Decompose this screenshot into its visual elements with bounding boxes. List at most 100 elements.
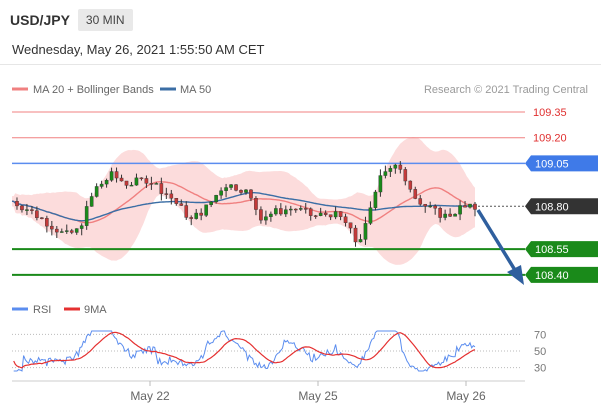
candle bbox=[323, 210, 328, 217]
candle bbox=[149, 176, 154, 190]
moving-average-layer bbox=[11, 180, 476, 224]
candle-body bbox=[30, 209, 34, 211]
candle bbox=[114, 167, 119, 183]
rsi-ma-legend-label: 9MA bbox=[84, 304, 107, 316]
resistance-2-label: 109.35 bbox=[533, 107, 567, 119]
candle-body bbox=[423, 203, 428, 207]
candle-body bbox=[45, 218, 49, 227]
candle-body bbox=[274, 208, 278, 215]
candle-body bbox=[318, 212, 323, 216]
candle bbox=[45, 215, 49, 233]
ma50-line bbox=[11, 192, 475, 222]
candle bbox=[453, 213, 457, 217]
candle-body bbox=[413, 189, 418, 199]
rsi-tick-30: 30 bbox=[534, 363, 546, 375]
candle-body bbox=[219, 190, 223, 196]
candle-body bbox=[398, 164, 403, 170]
candle bbox=[94, 183, 99, 198]
candle-body bbox=[174, 198, 179, 204]
candle-body bbox=[119, 177, 124, 182]
candle bbox=[443, 209, 447, 221]
candle bbox=[204, 204, 208, 218]
candle bbox=[328, 214, 333, 221]
candle bbox=[308, 207, 313, 221]
candle-body bbox=[204, 204, 208, 216]
candle bbox=[139, 177, 144, 181]
rsi-tick-50: 50 bbox=[534, 346, 546, 358]
resistance-1-label: 109.20 bbox=[533, 133, 567, 145]
candle-body bbox=[154, 183, 159, 185]
candle bbox=[104, 178, 109, 188]
candle-body bbox=[64, 230, 69, 232]
candle-body bbox=[179, 203, 184, 206]
candle bbox=[388, 165, 393, 177]
candle-body bbox=[343, 216, 348, 223]
candle-body bbox=[269, 213, 273, 217]
candle bbox=[79, 223, 84, 236]
candle bbox=[194, 208, 199, 220]
candle bbox=[35, 206, 39, 221]
candle-body bbox=[194, 212, 199, 219]
candle bbox=[433, 204, 437, 215]
candle-body bbox=[149, 183, 154, 185]
price-tag-layer: 109.35 109.20 109.05 108.80 108.55 108.40 bbox=[525, 107, 598, 283]
candle bbox=[438, 206, 442, 223]
candle bbox=[378, 169, 383, 197]
candle-body bbox=[189, 217, 194, 219]
candle-body bbox=[468, 203, 472, 208]
candle bbox=[458, 200, 462, 221]
chart-header: USD/JPY 30 MIN bbox=[10, 8, 133, 32]
candle-body bbox=[40, 217, 44, 219]
candle-body bbox=[239, 190, 243, 193]
candle-body bbox=[303, 208, 308, 210]
candle-body bbox=[363, 223, 368, 240]
candle bbox=[209, 201, 213, 208]
rsi-ma-line bbox=[13, 331, 476, 369]
candle-body bbox=[463, 205, 467, 208]
candle bbox=[288, 205, 293, 216]
candle bbox=[313, 214, 318, 219]
candle bbox=[219, 187, 223, 199]
x-axis: May 22 May 25 May 26 bbox=[130, 381, 486, 403]
candle bbox=[298, 205, 303, 211]
candle bbox=[199, 208, 203, 221]
rsi-tick-70: 70 bbox=[534, 329, 546, 341]
candle-body bbox=[279, 208, 283, 215]
candle-body bbox=[313, 215, 318, 217]
rsi-legend: RSI 9MA bbox=[12, 304, 107, 316]
candle bbox=[358, 234, 363, 243]
candle bbox=[109, 167, 114, 182]
candle-body bbox=[69, 230, 74, 233]
candle-body bbox=[234, 184, 238, 191]
candle bbox=[15, 197, 19, 210]
candle bbox=[164, 187, 169, 200]
candle-body bbox=[473, 203, 477, 210]
candle bbox=[279, 203, 283, 216]
candle-body bbox=[448, 213, 452, 217]
candle-body bbox=[99, 183, 104, 187]
candle bbox=[20, 205, 24, 213]
candle bbox=[403, 167, 408, 186]
candle-body bbox=[433, 205, 437, 209]
candle-body bbox=[254, 198, 258, 210]
candle bbox=[214, 194, 218, 204]
projection-arrow bbox=[476, 209, 524, 285]
copyright-label: Research © 2021 Trading Central bbox=[424, 84, 588, 96]
candle-body bbox=[383, 171, 388, 176]
candle bbox=[264, 210, 268, 225]
candle bbox=[179, 199, 184, 206]
candle-body bbox=[403, 169, 408, 182]
candle-body bbox=[129, 184, 134, 187]
timeframe-badge[interactable]: 30 MIN bbox=[77, 9, 133, 31]
candle bbox=[74, 228, 79, 235]
candle-body bbox=[408, 180, 413, 190]
candle-body bbox=[25, 209, 29, 211]
candle-body bbox=[393, 164, 398, 169]
candle bbox=[363, 216, 368, 245]
candle bbox=[154, 182, 159, 185]
ma50-legend-label: MA 50 bbox=[180, 84, 211, 96]
candle bbox=[393, 163, 398, 174]
candle bbox=[239, 189, 243, 195]
ma20-legend-label: MA 20 + Bollinger Bands bbox=[33, 84, 154, 96]
